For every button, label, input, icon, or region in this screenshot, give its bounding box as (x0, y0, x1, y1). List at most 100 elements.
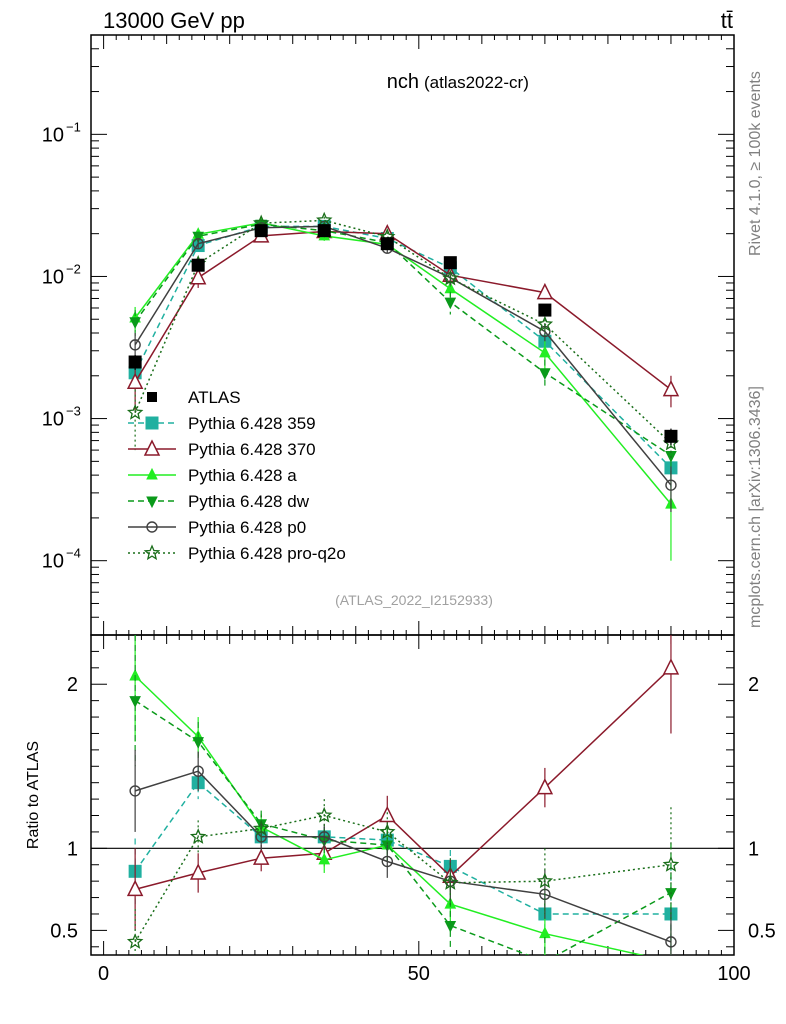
point-atlas (317, 224, 331, 238)
point-pythia-6-428-p0 (129, 339, 141, 351)
x-tick-label: 0 (98, 963, 109, 985)
point-pythia-6-428-p0 (665, 479, 677, 491)
legend-marker-atlas (147, 392, 157, 402)
ratio-point-pythia-6-428-pro-q2o (378, 823, 396, 839)
ratio-point-pythia-6-428-pro-q2o (189, 828, 207, 844)
point-pythia-6-428-370 (189, 268, 207, 285)
axis-ticks (91, 34, 735, 955)
y-tick-exponent: −1 (66, 119, 81, 134)
ratio-point-pythia-6-428-pro-q2o (126, 933, 144, 949)
point-atlas (664, 429, 678, 443)
chart-title: nch (387, 71, 419, 93)
legend-label: Pythia 6.428 a (188, 466, 297, 485)
legend-marker-pythia-6-428-dw (146, 496, 158, 509)
y-tick-exponent: −3 (66, 404, 81, 419)
legend-label: Pythia 6.428 p0 (188, 518, 306, 537)
point-pythia-6-428-pro-q2o (126, 404, 144, 420)
y-tick-exponent: −2 (66, 261, 81, 276)
ratio-tick-label-left: 1 (67, 838, 78, 860)
ratio-point-pythia-6-428-370 (662, 658, 680, 675)
ratio-point-pythia-6-428-p0 (318, 831, 330, 843)
x-tick-label: 50 (408, 963, 430, 985)
point-pythia-6-428-pro-q2o (442, 269, 459, 286)
y-tick-exponent: −4 (66, 546, 81, 561)
ratio-series-group (126, 635, 680, 968)
ratio-point-pythia-6-428-370 (189, 863, 207, 880)
ratio-tick-label-right: 1 (748, 838, 759, 860)
point-atlas (191, 258, 205, 272)
main-series-group (126, 211, 680, 561)
x-tick-label: 100 (717, 963, 750, 985)
legend-marker-pythia-6-428-pro-q2o (143, 544, 161, 561)
ratio-point-pythia-6-428-p0 (381, 855, 393, 868)
ratio-tick-label-left: 0.5 (50, 920, 78, 942)
point-pythia-6-428-370 (662, 379, 680, 397)
point-pythia-6-428-dw (192, 231, 204, 244)
ratio-line-pythia-6-428-p0 (134, 770, 672, 943)
header-right: tt̄ (721, 8, 733, 33)
series-line-pythia-6-428-pro-q2o (134, 219, 672, 444)
y-tick-label-main: 10 (42, 409, 64, 431)
point-pythia-6-428-dw (129, 317, 141, 329)
y-tick-label-main: 10 (42, 266, 64, 288)
legend-label: Pythia 6.428 370 (188, 440, 316, 459)
ratio-point-pythia-6-428-dw (129, 696, 141, 708)
ratio-point-pythia-6-428-a (670, 954, 672, 955)
header-left: 13000 GeV pp (103, 8, 245, 33)
ratio-frame (90, 634, 735, 956)
ratio-point-pythia-6-428-370 (126, 879, 144, 897)
point-pythia-6-428-a (539, 345, 551, 358)
ratio-point-pythia-6-428-pro-q2o (252, 819, 270, 836)
point-pythia-6-428-pro-q2o (536, 315, 554, 332)
ratio-line-pythia-6-428-dw (134, 699, 672, 955)
ratio-point-pythia-6-428-dw (444, 920, 457, 933)
legend-marker-pythia-6-428-a (146, 467, 158, 480)
point-atlas (538, 303, 552, 317)
point-atlas (380, 237, 394, 251)
legend-marker-pythia-6-428-359 (145, 416, 159, 430)
legend: ATLAS Pythia 6.428 359 Pythia 6.428 370 Pyt… (128, 388, 346, 563)
legend-label: Pythia 6.428 pro-q2o (188, 544, 346, 563)
chart-subtitle: (atlas2022-cr) (424, 73, 529, 92)
series-line-pythia-6-428-a (134, 222, 672, 505)
series-line-pythia-6-428-370 (134, 230, 672, 391)
ratio-point-pythia-6-428-370 (252, 848, 270, 865)
point-pythia-6-428-370 (536, 282, 554, 300)
point-pythia-6-428-370 (126, 372, 144, 390)
ratio-line-pythia-6-428-pro-q2o (134, 814, 672, 943)
point-pythia-6-428-p0 (192, 238, 204, 250)
y-tick-label-main: 10 (42, 551, 64, 573)
point-atlas (128, 355, 142, 369)
ratio-line-pythia-6-428-a (134, 675, 645, 955)
point-pythia-6-428-dw (539, 368, 551, 380)
legend-marker-pythia-6-428-p0 (146, 521, 158, 533)
legend-label: Pythia 6.428 359 (188, 414, 316, 433)
point-atlas (254, 224, 268, 238)
ratio-point-pythia-6-428-a (318, 852, 331, 865)
ratio-line-pythia-6-428-359 (134, 781, 671, 915)
ratio-point-pythia-6-428-370 (379, 805, 396, 823)
analysis-tag: (ATLAS_2022_I2152933) (335, 592, 493, 608)
y-tick-label-main: 10 (42, 124, 64, 146)
ratio-point-pythia-6-428-pro-q2o (316, 806, 333, 823)
ratio-point-pythia-6-428-pro-q2o (662, 855, 680, 872)
mcplots-label: mcplots.cern.ch [arXiv:1306.3436] (747, 386, 764, 628)
ratio-point-pythia-6-428-pro-q2o (442, 874, 459, 890)
legend-label: Pythia 6.428 dw (188, 492, 310, 511)
ratio-tick-label-left: 2 (67, 674, 78, 696)
series-line-pythia-6-428-p0 (134, 225, 672, 486)
point-pythia-6-428-pro-q2o (316, 211, 333, 228)
legend-label: ATLAS (188, 388, 241, 407)
ratio-point-pythia-6-428-370 (536, 777, 554, 795)
plot-frames (90, 34, 735, 956)
rivet-label: Rivet 4.1.0, ≥ 100k events (747, 71, 764, 256)
ratio-point-pythia-6-428-p0 (665, 936, 677, 948)
ratio-tick-label-right: 2 (748, 674, 759, 696)
ratio-point-pythia-6-428-dw (540, 958, 550, 968)
point-pythia-6-428-dw (444, 297, 457, 310)
ratio-point-pythia-6-428-p0 (192, 765, 204, 777)
point-atlas (443, 256, 457, 270)
ratio-point-pythia-6-428-p0 (129, 785, 141, 797)
